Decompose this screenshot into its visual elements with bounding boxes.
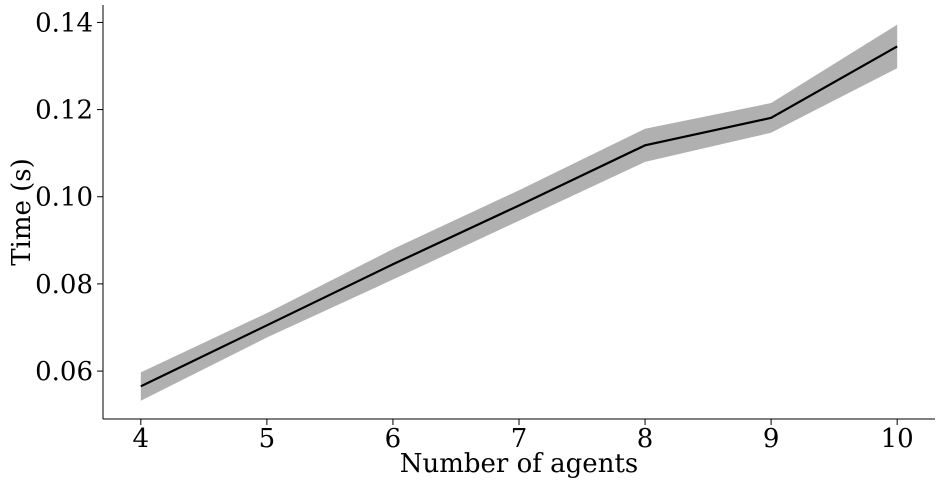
y-tick-label: 0.08	[35, 270, 93, 300]
x-axis-title: Number of agents	[400, 449, 638, 479]
x-tick-label: 6	[385, 424, 402, 454]
y-tick-label: 0.14	[35, 8, 93, 38]
series-line-0	[140, 45, 898, 388]
x-tick-label: 5	[259, 424, 276, 454]
series-line-layer	[140, 45, 898, 388]
y-tick-label: 0.12	[35, 96, 93, 126]
confidence-band-layer	[140, 24, 898, 401]
x-tick-label: 7	[511, 424, 528, 454]
y-tick-label: 0.10	[35, 183, 93, 213]
y-axis-ticks: 0.06 0.08 0.10 0.12 0.14	[35, 8, 103, 387]
x-tick-label: 10	[881, 424, 914, 454]
x-tick-label: 9	[763, 424, 780, 454]
x-axis-ticks: 4 5 6 7 8 9 10	[133, 419, 914, 454]
y-axis-title: Time (s)	[7, 158, 37, 266]
x-tick-label: 8	[637, 424, 654, 454]
x-tick-label: 4	[133, 424, 150, 454]
y-tick-label: 0.06	[35, 357, 93, 387]
confidence-band-0	[140, 24, 898, 401]
